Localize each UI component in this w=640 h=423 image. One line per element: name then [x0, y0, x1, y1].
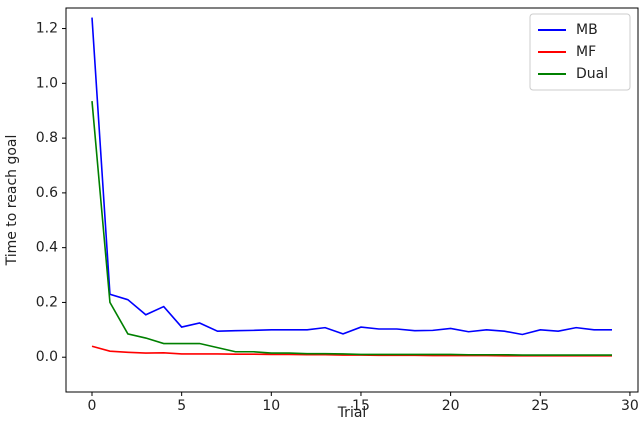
series-line — [91, 345, 612, 357]
x-axis-label: Trial — [337, 405, 367, 421]
y-tick-label: 1.2 — [36, 21, 58, 37]
series-line — [91, 17, 612, 336]
x-tick-label: 25 — [531, 398, 549, 414]
y-tick-label: 0.2 — [36, 294, 58, 310]
x-tick-label: 5 — [177, 398, 186, 414]
y-tick-label: 0.4 — [36, 240, 58, 256]
y-tick-label: 0.8 — [36, 130, 58, 146]
x-tick-label: 20 — [442, 398, 460, 414]
x-tick-label: 30 — [621, 398, 639, 414]
y-tick-label: 0.0 — [36, 349, 58, 365]
x-tick-label: 0 — [88, 398, 97, 414]
x-tick-label: 15 — [352, 398, 370, 414]
legend-box — [529, 13, 631, 91]
legend-label: Dual — [576, 66, 608, 82]
x-tick-label: 10 — [262, 398, 280, 414]
y-tick-label: 1.0 — [36, 75, 58, 91]
legend-label: MF — [576, 44, 596, 60]
series-line — [91, 101, 612, 356]
plot-frame — [65, 7, 639, 393]
y-tick-label: 0.6 — [36, 185, 58, 201]
y-axis-label: Time to reach goal — [4, 135, 20, 267]
legend-label: MB — [576, 22, 598, 38]
